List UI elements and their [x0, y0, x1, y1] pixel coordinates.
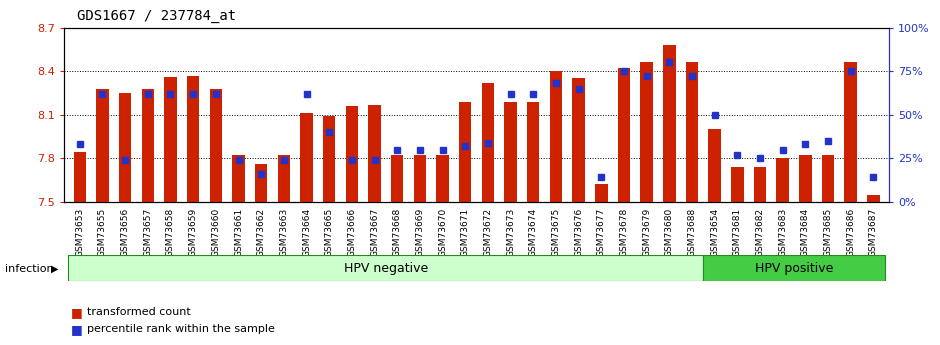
Bar	[255, 164, 267, 202]
Bar	[572, 78, 585, 202]
Text: HPV positive: HPV positive	[755, 262, 833, 275]
Bar	[640, 62, 653, 202]
Bar	[391, 155, 403, 202]
Bar	[187, 76, 199, 202]
Text: percentile rank within the sample: percentile rank within the sample	[87, 325, 275, 334]
Bar	[142, 89, 154, 202]
Bar	[118, 93, 132, 202]
Text: transformed count: transformed count	[87, 307, 191, 317]
Bar	[776, 158, 789, 202]
Bar	[686, 62, 698, 202]
Bar	[96, 89, 109, 202]
Bar	[368, 105, 381, 202]
Bar	[663, 45, 676, 202]
Bar	[799, 155, 811, 202]
Bar	[595, 185, 607, 202]
Text: ▶: ▶	[51, 264, 58, 274]
Bar	[709, 129, 721, 202]
Bar	[436, 155, 448, 202]
Text: HPV negative: HPV negative	[344, 262, 428, 275]
Bar	[232, 155, 244, 202]
Bar	[346, 106, 358, 202]
Text: GDS1667 / 237784_at: GDS1667 / 237784_at	[77, 9, 236, 23]
Bar	[323, 116, 336, 202]
Text: ■: ■	[70, 306, 83, 319]
Bar	[164, 77, 177, 202]
Bar	[731, 167, 744, 202]
Bar	[277, 155, 290, 202]
Bar	[73, 152, 86, 202]
Bar	[481, 83, 494, 202]
Bar	[69, 255, 703, 281]
Bar	[754, 167, 766, 202]
Bar	[844, 62, 857, 202]
Bar	[867, 195, 880, 202]
Bar	[527, 102, 540, 202]
Bar	[459, 102, 472, 202]
Bar	[414, 155, 426, 202]
Bar	[505, 102, 517, 202]
Bar	[300, 113, 313, 202]
Bar	[550, 71, 562, 202]
Text: ■: ■	[70, 323, 83, 336]
Text: infection: infection	[5, 264, 54, 274]
Bar	[210, 89, 222, 202]
Bar	[618, 68, 630, 202]
Bar	[822, 155, 835, 202]
Bar	[703, 255, 885, 281]
